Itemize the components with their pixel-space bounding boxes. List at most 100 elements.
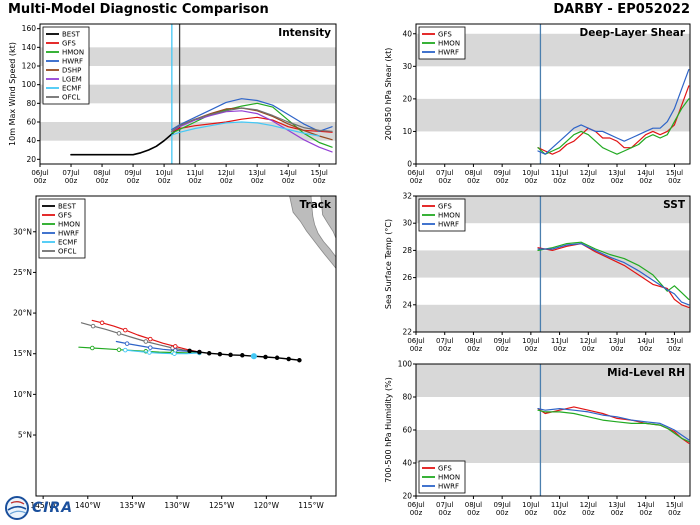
svg-text:200-850 hPa Shear (kt): 200-850 hPa Shear (kt) [384, 48, 393, 141]
svg-text:14Jul: 14Jul [279, 169, 296, 177]
svg-text:00z: 00z [65, 177, 78, 185]
svg-text:20°N: 20°N [13, 309, 32, 318]
svg-text:07Jul: 07Jul [436, 169, 453, 177]
svg-text:Deep-Layer Shear: Deep-Layer Shear [579, 27, 685, 39]
svg-text:00z: 00z [438, 177, 451, 185]
svg-text:12Jul: 12Jul [580, 169, 597, 177]
svg-text:11Jul: 11Jul [551, 501, 568, 509]
svg-text:100: 100 [398, 360, 413, 369]
svg-text:HWRF: HWRF [438, 483, 459, 491]
svg-text:100: 100 [22, 80, 37, 89]
svg-text:00z: 00z [553, 177, 566, 185]
svg-text:24: 24 [402, 300, 412, 309]
svg-text:10Jul: 10Jul [522, 169, 539, 177]
svg-text:HMON: HMON [438, 474, 460, 482]
svg-text:00z: 00z [410, 345, 423, 353]
svg-text:LGEM: LGEM [62, 76, 82, 84]
svg-text:00z: 00z [410, 177, 423, 185]
svg-text:5°N: 5°N [18, 431, 32, 440]
svg-text:00z: 00z [410, 509, 423, 517]
svg-text:60: 60 [26, 118, 36, 127]
storm-id: DARBY - EP052022 [553, 2, 690, 17]
svg-text:15°N: 15°N [13, 349, 32, 358]
svg-text:115°W: 115°W [298, 501, 324, 510]
svg-text:00z: 00z [496, 345, 509, 353]
svg-text:11Jul: 11Jul [186, 169, 203, 177]
svg-text:20: 20 [402, 94, 412, 103]
cira-globe-icon [5, 496, 29, 520]
svg-text:30: 30 [402, 62, 412, 71]
svg-text:00z: 00z [525, 177, 538, 185]
svg-text:Intensity: Intensity [278, 27, 331, 39]
svg-text:00z: 00z [639, 345, 652, 353]
svg-text:00z: 00z [467, 509, 480, 517]
svg-text:GFS: GFS [438, 465, 452, 473]
svg-text:GFS: GFS [438, 203, 452, 211]
svg-text:BEST: BEST [58, 203, 77, 211]
svg-text:00z: 00z [158, 177, 171, 185]
svg-text:08Jul: 08Jul [465, 169, 482, 177]
track-chart: 145°W 140°W 135°W 130°W 125°W 120°W 115°W 5°N 10… [6, 192, 340, 522]
svg-text:09Jul: 09Jul [124, 169, 141, 177]
svg-text:06Jul: 06Jul [31, 169, 48, 177]
svg-text:DSHP: DSHP [62, 67, 81, 75]
shear-chart: 06Jul00z07Jul00z08Jul00z09Jul00z10Jul00z… [382, 20, 694, 190]
svg-text:00z: 00z [639, 177, 652, 185]
svg-text:00z: 00z [525, 509, 538, 517]
svg-text:08Jul: 08Jul [93, 169, 110, 177]
svg-text:00z: 00z [525, 345, 538, 353]
svg-text:00z: 00z [313, 177, 326, 185]
svg-text:00z: 00z [611, 509, 624, 517]
cira-logo-text: CIRA [32, 500, 74, 516]
svg-text:08Jul: 08Jul [465, 501, 482, 509]
svg-text:ECMF: ECMF [58, 239, 77, 247]
svg-text:00z: 00z [582, 509, 595, 517]
svg-text:HMON: HMON [438, 212, 460, 220]
svg-text:125°W: 125°W [209, 501, 235, 510]
svg-text:40: 40 [26, 136, 36, 145]
svg-text:20: 20 [402, 492, 412, 501]
svg-text:00z: 00z [553, 345, 566, 353]
svg-text:06Jul: 06Jul [407, 501, 424, 509]
svg-text:10: 10 [402, 127, 412, 136]
svg-text:00z: 00z [611, 345, 624, 353]
svg-text:00z: 00z [467, 177, 480, 185]
svg-text:11Jul: 11Jul [551, 337, 568, 345]
svg-text:28: 28 [402, 246, 412, 255]
svg-text:07Jul: 07Jul [436, 501, 453, 509]
svg-text:09Jul: 09Jul [493, 169, 510, 177]
svg-text:14Jul: 14Jul [637, 169, 654, 177]
svg-text:00z: 00z [34, 177, 47, 185]
svg-text:140: 140 [22, 43, 37, 52]
svg-text:HWRF: HWRF [438, 221, 459, 229]
intensity-chart: 06Jul00z07Jul00z08Jul00z09Jul00z10Jul00z… [6, 20, 340, 190]
svg-text:32: 32 [402, 192, 412, 201]
svg-text:Sea Surface Temp (°C): Sea Surface Temp (°C) [384, 219, 393, 309]
svg-text:00z: 00z [582, 345, 595, 353]
svg-text:15Jul: 15Jul [666, 501, 683, 509]
svg-text:00z: 00z [553, 509, 566, 517]
svg-text:SST: SST [663, 199, 686, 211]
svg-text:13Jul: 13Jul [608, 501, 625, 509]
svg-text:06Jul: 06Jul [407, 169, 424, 177]
svg-text:00z: 00z [220, 177, 233, 185]
svg-text:00z: 00z [282, 177, 295, 185]
svg-text:HWRF: HWRF [62, 58, 83, 66]
svg-text:10Jul: 10Jul [155, 169, 172, 177]
svg-text:12Jul: 12Jul [217, 169, 234, 177]
svg-text:145°W: 145°W [30, 501, 56, 510]
svg-text:07Jul: 07Jul [62, 169, 79, 177]
svg-text:00z: 00z [467, 345, 480, 353]
svg-text:13Jul: 13Jul [608, 337, 625, 345]
svg-text:20: 20 [26, 155, 36, 164]
svg-text:15Jul: 15Jul [666, 337, 683, 345]
svg-text:00z: 00z [582, 177, 595, 185]
svg-text:60: 60 [402, 426, 412, 435]
svg-text:700-500 hPa Humidity (%): 700-500 hPa Humidity (%) [384, 377, 393, 483]
svg-text:130°W: 130°W [164, 501, 190, 510]
svg-text:14Jul: 14Jul [637, 501, 654, 509]
svg-text:Track: Track [300, 199, 332, 211]
svg-text:HMON: HMON [62, 49, 84, 57]
svg-text:OFCL: OFCL [62, 94, 80, 102]
